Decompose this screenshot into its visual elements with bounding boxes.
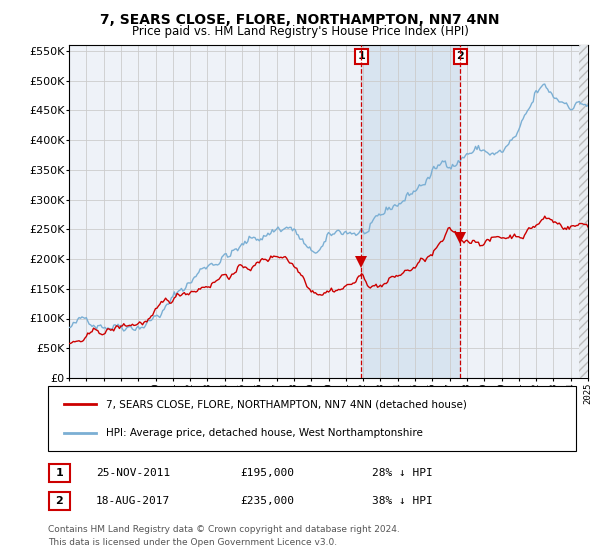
Text: 2: 2 [457, 52, 464, 62]
FancyBboxPatch shape [49, 492, 70, 510]
Text: £195,000: £195,000 [240, 468, 294, 478]
Text: 2: 2 [56, 496, 63, 506]
Text: Price paid vs. HM Land Registry's House Price Index (HPI): Price paid vs. HM Land Registry's House … [131, 25, 469, 38]
Text: 25-NOV-2011: 25-NOV-2011 [96, 468, 170, 478]
Text: This data is licensed under the Open Government Licence v3.0.: This data is licensed under the Open Gov… [48, 538, 337, 547]
Text: 1: 1 [358, 52, 365, 62]
Text: Contains HM Land Registry data © Crown copyright and database right 2024.: Contains HM Land Registry data © Crown c… [48, 525, 400, 534]
Text: 28% ↓ HPI: 28% ↓ HPI [372, 468, 433, 478]
Text: 1: 1 [56, 468, 63, 478]
Text: 7, SEARS CLOSE, FLORE, NORTHAMPTON, NN7 4NN (detached house): 7, SEARS CLOSE, FLORE, NORTHAMPTON, NN7 … [106, 399, 467, 409]
Text: HPI: Average price, detached house, West Northamptonshire: HPI: Average price, detached house, West… [106, 428, 423, 438]
FancyBboxPatch shape [48, 386, 576, 451]
FancyBboxPatch shape [49, 464, 70, 482]
Text: 38% ↓ HPI: 38% ↓ HPI [372, 496, 433, 506]
Text: 7, SEARS CLOSE, FLORE, NORTHAMPTON, NN7 4NN: 7, SEARS CLOSE, FLORE, NORTHAMPTON, NN7 … [100, 13, 500, 27]
Bar [361, 45, 460, 378]
Text: £235,000: £235,000 [240, 496, 294, 506]
Text: 18-AUG-2017: 18-AUG-2017 [96, 496, 170, 506]
Bar [580, 45, 590, 378]
